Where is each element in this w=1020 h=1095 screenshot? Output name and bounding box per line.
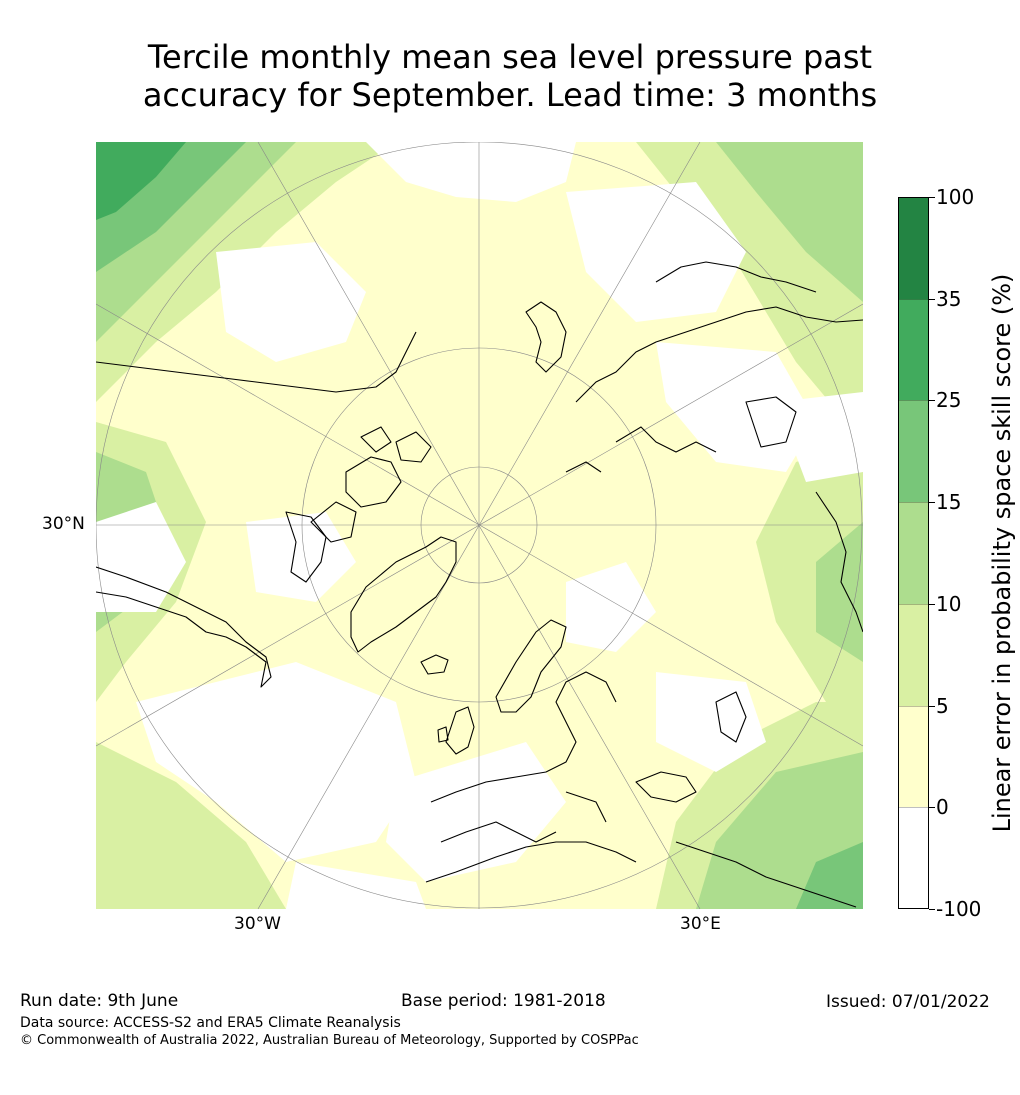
- coastline-alaska: [96, 331, 417, 393]
- coastline-archipelago: [345, 426, 432, 508]
- lon-label-30w: 30°W: [234, 914, 281, 934]
- coastline-mediterranean: [425, 841, 637, 883]
- skill-region-ne-mid: [716, 142, 863, 302]
- colorbar-tick-mark: [929, 298, 935, 300]
- coastline-east-asia: [815, 491, 863, 633]
- colorbar-bin-2: [898, 400, 929, 503]
- colorbar-tick-mark: [929, 502, 935, 504]
- colorbar-tick-label: 5: [936, 693, 949, 718]
- skill-region-nw-top: [96, 142, 186, 220]
- issued-date: Issued: 07/01/2022: [826, 992, 990, 1012]
- copyright: © Commonwealth of Australia 2022, Austra…: [20, 1033, 639, 1048]
- colorbar-tick-mark: [929, 400, 935, 402]
- base-period: Base period: 1981-2018: [401, 991, 606, 1011]
- coastline-siberia: [575, 306, 863, 403]
- colorbar-tick-label: 25: [936, 388, 962, 413]
- colorbar-tick-label: 35: [936, 286, 962, 311]
- skill-region-sw: [96, 742, 286, 909]
- polar-map-svg: [96, 142, 863, 909]
- lat-label-30n: 30°N: [42, 514, 85, 534]
- coastline-europe: [430, 671, 617, 843]
- colorbar-bin-1: [898, 298, 929, 401]
- coastline-uk: [437, 706, 475, 755]
- data-source: Data source: ACCESS-S2 and ERA5 Climate …: [20, 1015, 401, 1031]
- colorbar-tick-mark: [929, 807, 935, 809]
- lon-label-30e: 30°E: [680, 914, 721, 934]
- title-line-1: Tercile monthly mean sea level pressure …: [147, 38, 873, 76]
- colorbar-tick-mark: [929, 603, 935, 605]
- colorbar-bin-4: [898, 603, 929, 706]
- coastlines: [96, 261, 863, 908]
- coastline-taymyr: [565, 426, 717, 473]
- colorbar-bin-3: [898, 502, 929, 604]
- coastline-chukotka: [655, 261, 817, 293]
- coastline-asia-south: [675, 841, 857, 908]
- colorbar-tick-label: 0: [936, 795, 949, 820]
- colorbar-tick-label: 10: [936, 591, 962, 616]
- colorbar-tick-mark: [929, 197, 935, 198]
- colorbar-tick-mark: [929, 909, 935, 910]
- coastline-north-america: [96, 566, 272, 688]
- colorbar-bin-0: [898, 197, 929, 299]
- colorbar-tick-mark: [929, 705, 935, 707]
- polar-map: [96, 142, 863, 909]
- coastline-novaya-zemlya: [525, 301, 567, 373]
- colorbar-bin-6: [898, 807, 929, 909]
- coastline-scandinavia: [495, 619, 567, 713]
- colorbar-title: Linear error in probability space skill …: [988, 273, 1016, 833]
- skill-region-east-mid: [816, 522, 863, 662]
- colorbar: [898, 197, 929, 909]
- coastline-iceland: [420, 654, 449, 675]
- graticule: [96, 142, 863, 909]
- colorbar-tick-label: 15: [936, 490, 962, 515]
- title-line-2: accuracy for September. Lead time: 3 mon…: [142, 76, 878, 114]
- coastline-caspian: [715, 691, 747, 743]
- run-date: Run date: 9th June: [20, 991, 179, 1011]
- map-title: Tercile monthly mean sea level pressure …: [0, 38, 1020, 114]
- negative-skill-patches: [96, 142, 863, 909]
- skill-region-east: [756, 442, 863, 742]
- colorbar-bin-5: [898, 705, 929, 808]
- coastline-sea-of-okhotsk: [745, 396, 797, 448]
- colorbar-tick-label: 100: [936, 185, 975, 209]
- coastline-black-sea: [635, 771, 697, 803]
- coastline-baffin: [310, 501, 357, 543]
- coastline-greenland: [350, 536, 457, 653]
- colorbar-tick-label: -100: [936, 897, 982, 921]
